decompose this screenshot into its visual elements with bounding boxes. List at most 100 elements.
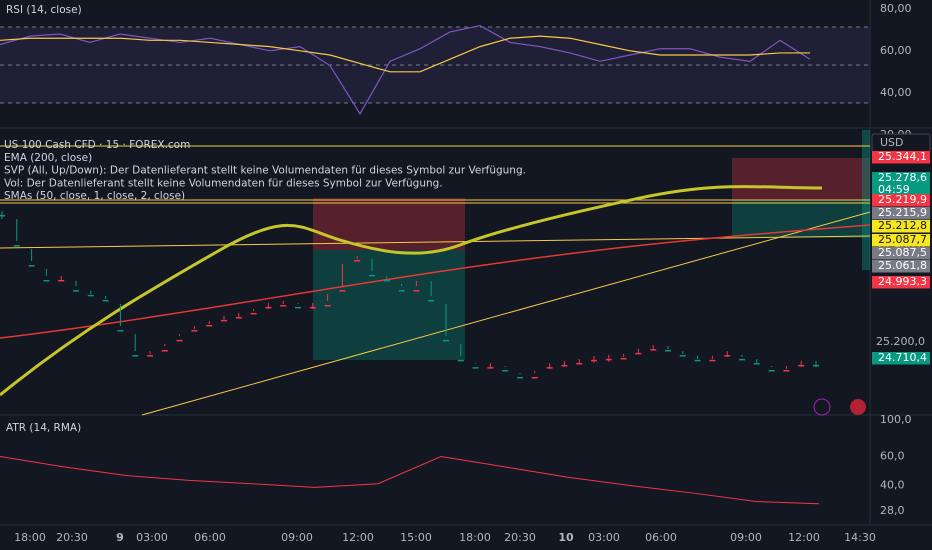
y-tick-label: 80,00 (880, 2, 912, 15)
legend-item: SMAs (50, close, 1, close, 2, close) (4, 190, 185, 202)
candle (472, 367, 479, 369)
candle (413, 290, 420, 292)
candle (783, 369, 790, 372)
sma-line (0, 185, 823, 397)
candle (605, 358, 612, 361)
price-tag-label: 25.212,8 (878, 219, 927, 232)
candle (546, 367, 553, 369)
price-tag-label: 04:59 (878, 183, 910, 196)
target-zone (313, 250, 465, 360)
price-tag-label: 24.993,3 (878, 275, 927, 288)
price-tag-label: 25.061,8 (878, 259, 927, 272)
atr-line (0, 456, 820, 505)
price-tag-label: 25.087,5 (878, 246, 927, 259)
horizontal-lines (0, 145, 871, 416)
price-tag (872, 220, 930, 233)
price-tag-label: 25.278,6 (878, 171, 927, 184)
pane-title: ATR (14, RMA) (6, 422, 81, 434)
candle (369, 274, 375, 277)
rsi-line (0, 24, 811, 115)
candle (265, 306, 272, 309)
candle (650, 349, 657, 351)
x-tick-label: 20:30 (504, 531, 536, 544)
candle (443, 339, 449, 342)
stop-zone (313, 198, 465, 250)
candle (679, 355, 686, 357)
price-tag (872, 247, 930, 260)
currency: USD (880, 136, 904, 149)
candle (753, 363, 760, 365)
x-tick-label: 12:00 (342, 531, 374, 544)
legend-item: US 100 Cash CFD · 15 · FOREX.com (4, 139, 190, 151)
candle (354, 259, 361, 262)
candle (813, 364, 819, 367)
x-tick-label: 09:00 (281, 531, 313, 544)
candle (28, 265, 35, 267)
candle (487, 367, 494, 369)
price-tag (872, 194, 930, 207)
pane-separators (0, 0, 932, 526)
y-tick-label: 25.200,0 (876, 335, 925, 348)
candle (798, 364, 805, 367)
candle (665, 350, 671, 352)
candle (620, 357, 627, 360)
x-tick-label: 06:00 (194, 531, 226, 544)
candle (561, 364, 568, 367)
y-tick-label: 40,00 (880, 86, 912, 99)
legend-item: SVP (All, Up/Down): Der Datenlieferant s… (4, 165, 526, 177)
candle (73, 290, 79, 292)
x-tick-label: 18:00 (459, 531, 491, 544)
y-tick-label: 28,0 (880, 504, 905, 517)
candle (398, 290, 405, 292)
candle (768, 369, 775, 372)
candle (161, 350, 168, 352)
candle (502, 369, 509, 372)
price-tag (872, 260, 930, 273)
x-tick-label: 09:00 (730, 531, 762, 544)
x-tick-label: 14:30 (844, 531, 876, 544)
x-tick-label: 15:00 (400, 531, 432, 544)
candle (0, 214, 5, 217)
candle (43, 279, 50, 282)
candle (221, 319, 227, 322)
x-tick-label: 10 (558, 531, 574, 544)
price-tag (872, 234, 930, 247)
candle (132, 355, 139, 357)
candle (206, 324, 213, 327)
price-tag-label: 25.215,9 (878, 206, 927, 219)
legend: RSI (14, close) US 100 Cash CFD · 15 · FO… (4, 4, 526, 434)
x-tick-label: 06:00 (645, 531, 677, 544)
price-tag (872, 184, 930, 197)
alert-icon[interactable] (813, 398, 831, 416)
price-tag (872, 276, 930, 289)
candle (339, 290, 346, 292)
price-tag-label: 25.087,7 (878, 233, 927, 246)
candle (457, 359, 464, 362)
candle (383, 279, 390, 282)
stop-zone (732, 158, 870, 200)
candle (709, 359, 716, 362)
candle (724, 355, 731, 357)
rsi-ma-line (0, 35, 810, 73)
price-tag (872, 151, 930, 164)
candle (295, 306, 301, 309)
candle (102, 299, 109, 302)
price-tag (872, 352, 930, 365)
y-tick-label: 60,00 (880, 44, 912, 57)
candle (517, 376, 523, 379)
candle (250, 312, 257, 315)
pane-title: RSI (14, close) (6, 4, 82, 16)
candle (87, 294, 94, 297)
candle (591, 359, 597, 362)
candle (428, 299, 435, 302)
flag-icon[interactable] (850, 399, 866, 415)
candle (147, 355, 153, 357)
target-zone (732, 200, 870, 238)
candle (739, 358, 745, 361)
y-tick-label: 60,0 (880, 450, 905, 463)
candle (576, 363, 583, 365)
x-tick-label: 03:00 (136, 531, 168, 544)
legend-item: Vol: Der Datenlieferant stellt keine Vol… (4, 177, 443, 189)
